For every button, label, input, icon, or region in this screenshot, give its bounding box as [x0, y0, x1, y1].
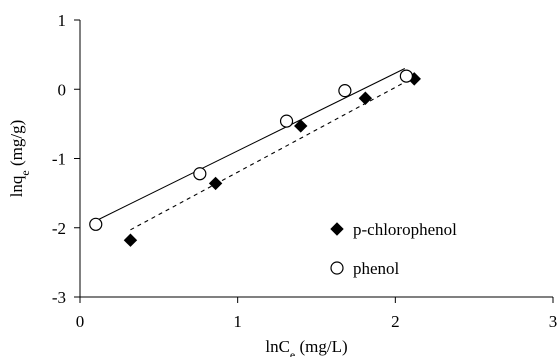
- x-axis-title: lnCe (mg/L): [265, 337, 347, 357]
- x-tick-label: 0: [76, 312, 85, 331]
- fit-lines: [95, 67, 412, 231]
- data-point-p-chlorophenol: [358, 91, 373, 105]
- legend-label-phenol: phenol: [353, 259, 400, 278]
- data-points: [89, 69, 421, 247]
- fit-line-phenol: [95, 67, 406, 222]
- axes: [79, 20, 553, 298]
- x-tick-label: 3: [549, 312, 557, 331]
- data-point-phenol: [399, 69, 413, 83]
- y-tick-label: 1: [58, 11, 67, 30]
- data-point-phenol: [338, 84, 352, 98]
- ticks: -3 -2 -1 0 1 0 1 2 3: [52, 11, 557, 331]
- legend: p-chlorophenol phenol: [330, 220, 457, 278]
- y-tick-label: -1: [52, 150, 66, 169]
- y-tick-label: -3: [52, 288, 66, 307]
- data-point-p-chlorophenol: [294, 119, 308, 133]
- data-point-p-chlorophenol: [123, 233, 138, 247]
- data-point-phenol: [279, 114, 294, 128]
- y-axis-title: lnqe (mg/g): [7, 120, 32, 198]
- legend-marker-p-chlorophenol: [330, 222, 344, 236]
- y-tick-label: -2: [52, 219, 66, 238]
- data-point-p-chlorophenol: [208, 176, 223, 191]
- fit-line-p-chlorophenol: [130, 78, 412, 231]
- data-point-phenol: [89, 217, 103, 231]
- legend-label-p-chlorophenol: p-chlorophenol: [353, 220, 457, 239]
- data-point-phenol: [193, 167, 207, 181]
- y-tick-label: 0: [58, 80, 67, 99]
- x-tick-label: 2: [391, 312, 400, 331]
- x-tick-label: 1: [233, 312, 242, 331]
- legend-marker-phenol: [330, 261, 344, 275]
